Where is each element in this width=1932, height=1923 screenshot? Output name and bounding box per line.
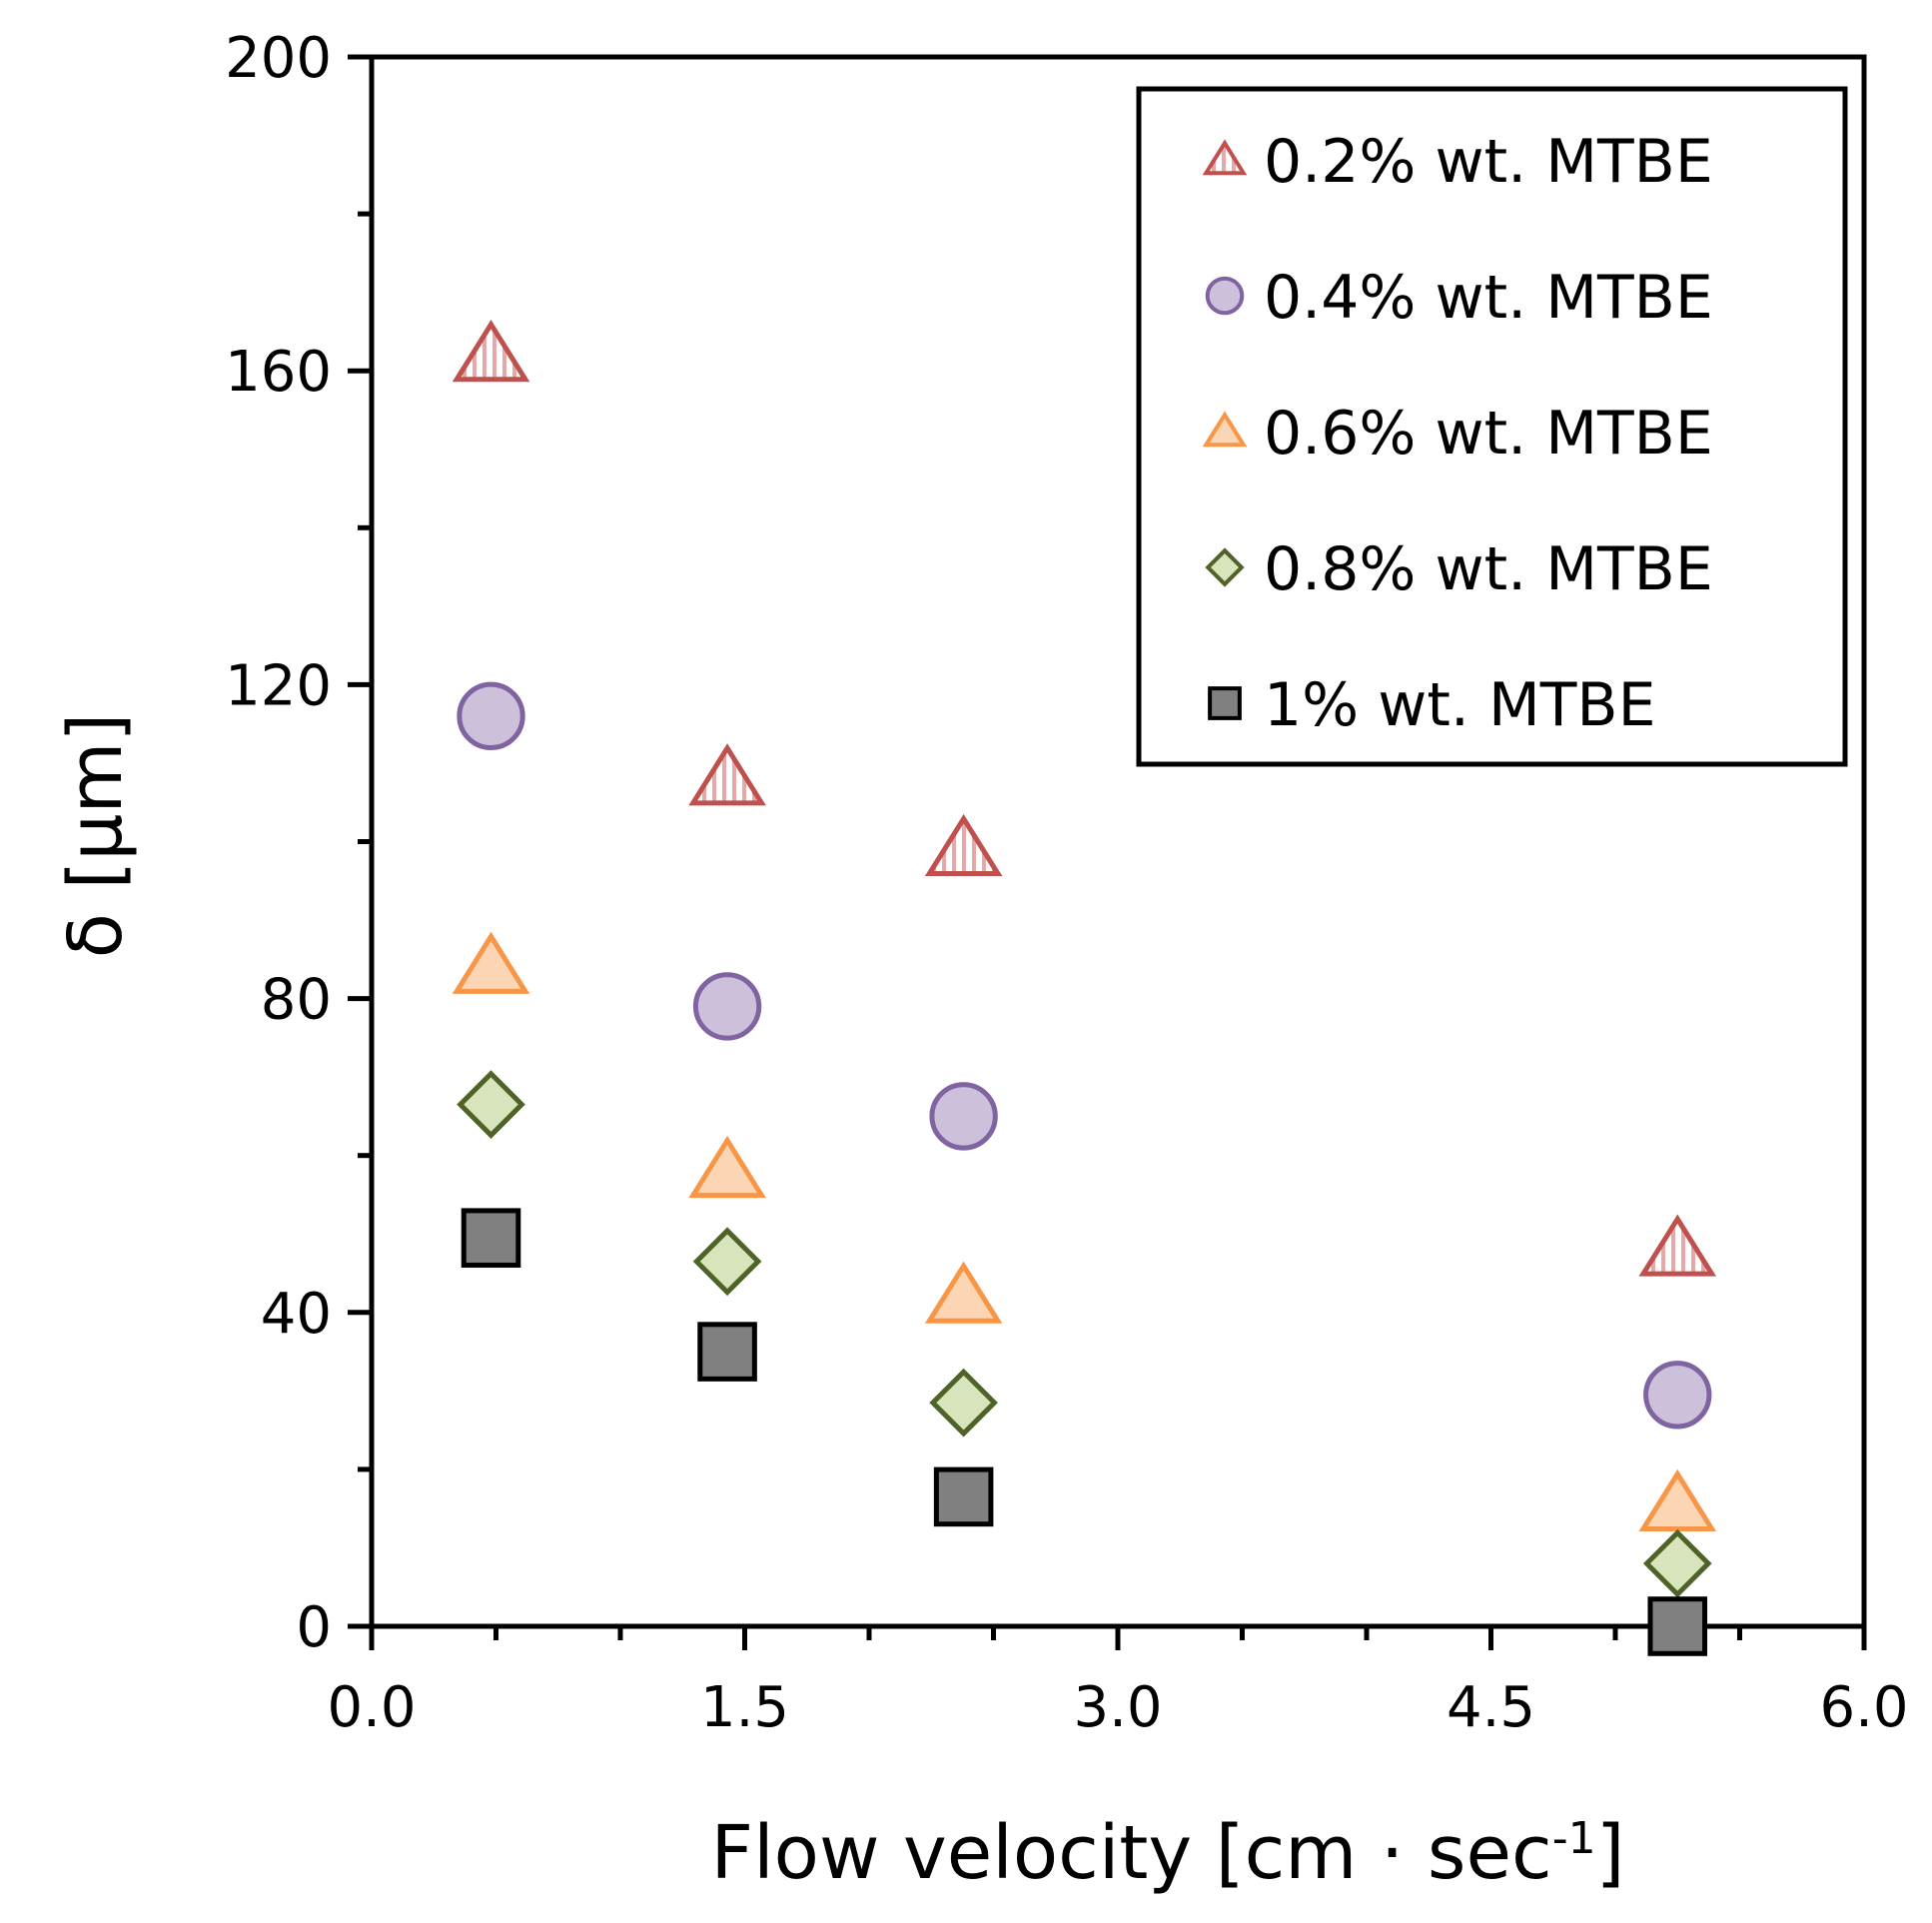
legend-label-3: 0.6% wt. MTBE [1264,399,1713,469]
x-tick-label: 4.5 [1447,1675,1535,1740]
data-point-series-1 [688,743,766,806]
legend-box [1136,86,1848,767]
legend-label-5: 1% wt. MTBE [1264,670,1656,740]
data-marks-layer [452,319,1717,1656]
data-point-series-5 [933,1466,994,1527]
data-point-series-3 [452,931,530,994]
legend-label-2: 0.4% wt. MTBE [1264,263,1713,333]
x-axis-title-main: Flow velocity [cm · sec [711,1810,1552,1896]
data-point-series-1 [1638,1214,1717,1277]
x-tick-label: 0.0 [327,1675,416,1740]
data-point-series-5 [1647,1596,1708,1656]
legend-marker-5 [1208,686,1242,720]
y-tick-label: 200 [225,26,332,91]
data-point-series-4 [457,1070,525,1139]
data-point-series-4 [692,1227,762,1297]
data-point-series-3 [1638,1468,1717,1531]
legend-label-1: 0.2% wt. MTBE [1264,127,1713,197]
data-point-series-3 [924,1261,1003,1324]
plot-frame-layer: 0 40 80 120 160 200 0.0 1.5 3.0 4.5 6.0 [225,26,1908,1740]
y-tick-label: 120 [225,653,332,718]
legend-marker-4 [1205,547,1245,587]
x-axis-title-sup: -1 [1552,1813,1596,1864]
axis-labels-layer: Flow velocity [cm · sec-1] δ [µm] [53,713,1624,1896]
data-point-series-2 [692,972,762,1041]
data-point-series-1 [924,813,1003,877]
data-point-series-5 [461,1208,521,1268]
x-axis-title-end: ] [1596,1810,1625,1896]
legend-marker-3 [1202,411,1248,448]
y-tick-label: 80 [261,968,332,1033]
data-point-series-2 [457,681,525,751]
legend-marker-2 [1205,276,1245,316]
y-tick-label: 0 [296,1595,332,1660]
data-point-series-1 [452,319,530,383]
data-point-series-2 [1643,1361,1712,1430]
legend: 0.2% wt. MTBE 0.4% wt. MTBE 0.6% wt. MTBE 0… [1136,86,1848,767]
x-tick-label: 1.5 [700,1675,789,1740]
x-axis-title: Flow velocity [cm · sec-1] [711,1810,1625,1896]
y-tick-label: 40 [261,1282,332,1347]
y-tick-label: 160 [225,340,332,405]
data-point-series-4 [929,1368,998,1438]
data-point-series-2 [929,1082,998,1151]
data-point-series-3 [688,1135,766,1199]
data-point-series-5 [697,1322,757,1382]
data-point-series-4 [1642,1528,1712,1598]
x-tick-label: 6.0 [1819,1675,1908,1740]
x-tick-label: 3.0 [1073,1675,1162,1740]
legend-marker-1 [1202,139,1248,176]
y-axis-title: δ [µm] [53,713,139,959]
legend-label-4: 0.8% wt. MTBE [1264,534,1713,604]
